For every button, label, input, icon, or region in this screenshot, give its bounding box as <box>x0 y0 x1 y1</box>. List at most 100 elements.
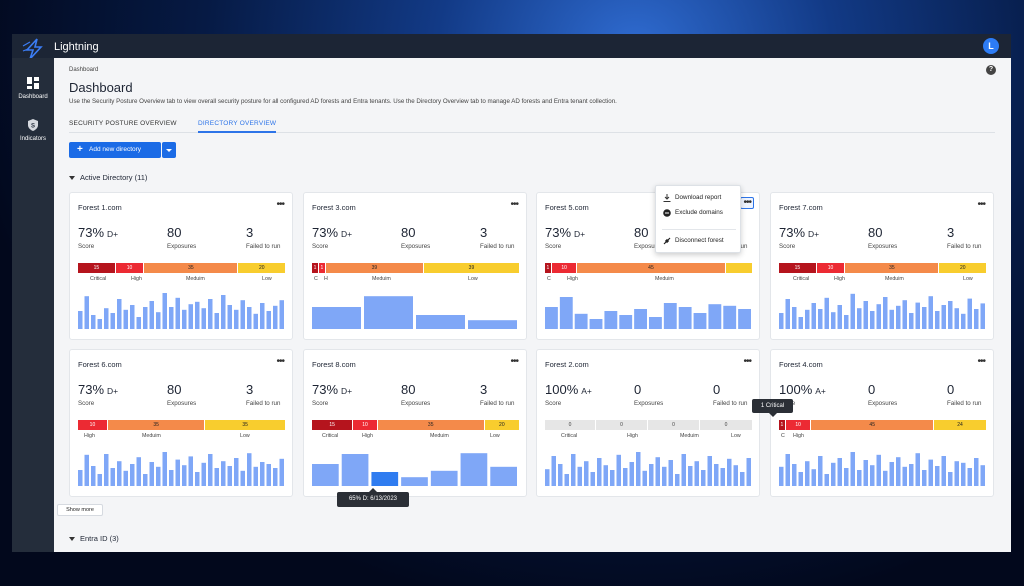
trend-bar[interactable] <box>675 474 680 486</box>
trend-bar[interactable] <box>123 470 129 486</box>
trend-bar[interactable] <box>798 317 804 329</box>
forest-card[interactable]: Forest 6.com ••• 73% D+ 80 3 Score Exposures Fai… <box>69 349 293 497</box>
trend-bar[interactable] <box>974 309 979 329</box>
trend-bar[interactable] <box>655 457 661 486</box>
trend-bar[interactable] <box>818 309 823 329</box>
trend-chart[interactable] <box>779 289 987 329</box>
trend-bar[interactable] <box>162 293 168 329</box>
trend-bar[interactable] <box>149 462 155 486</box>
trend-bar[interactable] <box>785 454 791 486</box>
trend-bar[interactable] <box>162 452 168 486</box>
trend-bar[interactable] <box>967 298 973 329</box>
trend-bar[interactable] <box>701 470 706 486</box>
trend-bar[interactable] <box>240 470 246 486</box>
trend-bar[interactable] <box>247 453 252 486</box>
help-icon[interactable]: ? <box>986 65 996 75</box>
trend-bar[interactable] <box>870 465 875 486</box>
card-title[interactable]: Forest 4.com <box>779 360 823 369</box>
trend-bar[interactable] <box>909 313 914 329</box>
trend-bar[interactable] <box>837 305 843 329</box>
trend-bar[interactable] <box>889 462 895 486</box>
more-options-button[interactable]: ••• <box>977 199 985 210</box>
trend-bar[interactable] <box>104 308 109 329</box>
trend-bar[interactable] <box>240 300 246 329</box>
severity-segment[interactable]: 20 <box>238 263 285 273</box>
severity-segment[interactable]: 10 <box>551 263 577 273</box>
trend-bar[interactable] <box>208 299 213 329</box>
trend-bar[interactable] <box>779 466 784 486</box>
trend-bar[interactable] <box>738 309 751 329</box>
trend-bar[interactable] <box>221 461 226 486</box>
trend-bar[interactable] <box>341 454 369 486</box>
trend-bar[interactable] <box>143 307 148 329</box>
severity-segment[interactable]: 35 <box>845 263 939 273</box>
severity-segment[interactable]: 10 <box>78 420 107 430</box>
trend-bar[interactable] <box>589 319 603 329</box>
trend-bar[interactable] <box>564 474 570 486</box>
trend-bar[interactable] <box>266 311 272 329</box>
trend-bar[interactable] <box>279 458 285 486</box>
trend-bar[interactable] <box>779 313 784 329</box>
trend-bar[interactable] <box>870 311 875 329</box>
trend-bar[interactable] <box>619 315 633 329</box>
trend-bar[interactable] <box>603 465 609 486</box>
trend-bar[interactable] <box>234 458 239 486</box>
trend-bar[interactable] <box>221 295 226 329</box>
trend-chart[interactable] <box>312 289 520 329</box>
severity-segment[interactable]: 0 <box>545 420 596 430</box>
add-new-directory-button[interactable]: + Add new directory <box>69 142 161 158</box>
trend-bar[interactable] <box>149 301 155 329</box>
trend-bar[interactable] <box>902 466 908 486</box>
severity-segment[interactable]: 39 <box>423 263 519 273</box>
severity-segment[interactable]: 0 <box>596 420 648 430</box>
trend-bar[interactable] <box>195 301 200 329</box>
trend-bar[interactable] <box>694 461 700 486</box>
trend-bar[interactable] <box>850 293 856 329</box>
card-title[interactable]: Forest 2.com <box>545 360 589 369</box>
trend-bar[interactable] <box>597 458 602 486</box>
trend-bar[interactable] <box>214 313 220 329</box>
trend-bar[interactable] <box>247 307 252 329</box>
menu-item-download-report[interactable]: Download report <box>656 191 742 205</box>
trend-bar[interactable] <box>279 300 285 329</box>
trend-bar[interactable] <box>915 302 921 329</box>
trend-bar[interactable] <box>312 464 339 486</box>
tab-directory-overview[interactable]: DIRECTORY OVERVIEW <box>198 120 277 127</box>
trend-bar[interactable] <box>915 453 921 486</box>
trend-bar[interactable] <box>792 464 797 486</box>
trend-bar[interactable] <box>857 470 862 486</box>
severity-segment[interactable]: 39 <box>325 263 423 273</box>
severity-segment[interactable]: 10 <box>785 420 811 430</box>
trend-bar[interactable] <box>195 472 200 486</box>
trend-bar[interactable] <box>91 315 96 329</box>
more-options-button[interactable]: ••• <box>977 356 985 367</box>
trend-bar[interactable] <box>266 464 272 486</box>
trend-bar[interactable] <box>662 466 667 486</box>
severity-segment[interactable]: 24 <box>934 420 986 430</box>
trend-bar[interactable] <box>857 308 862 329</box>
trend-chart[interactable] <box>545 289 753 329</box>
trend-bar[interactable] <box>792 307 797 329</box>
trend-bar[interactable] <box>227 466 233 486</box>
severity-segment[interactable]: 15 <box>312 420 353 430</box>
trend-bar[interactable] <box>78 311 83 329</box>
trend-bar[interactable] <box>681 454 687 486</box>
severity-segment[interactable]: 0 <box>648 420 700 430</box>
trend-bar[interactable] <box>948 472 953 486</box>
trend-bar[interactable] <box>805 461 810 486</box>
trend-bar[interactable] <box>312 307 361 329</box>
trend-bar[interactable] <box>84 454 90 486</box>
trend-bar[interactable] <box>91 466 96 486</box>
more-options-button[interactable]: ••• <box>743 356 751 367</box>
menu-item-disconnect-forest[interactable]: Disconnect forest <box>656 234 742 248</box>
card-title[interactable]: Forest 3.com <box>312 203 356 212</box>
trend-bar[interactable] <box>559 297 573 329</box>
trend-bar[interactable] <box>460 453 488 486</box>
trend-bar[interactable] <box>430 470 458 486</box>
trend-bar[interactable] <box>175 297 181 329</box>
more-options-button[interactable]: ••• <box>510 199 518 210</box>
trend-bar[interactable] <box>707 456 713 486</box>
trend-bar[interactable] <box>84 296 90 329</box>
add-directory-dropdown-button[interactable] <box>162 142 176 158</box>
trend-bar[interactable] <box>545 469 550 486</box>
